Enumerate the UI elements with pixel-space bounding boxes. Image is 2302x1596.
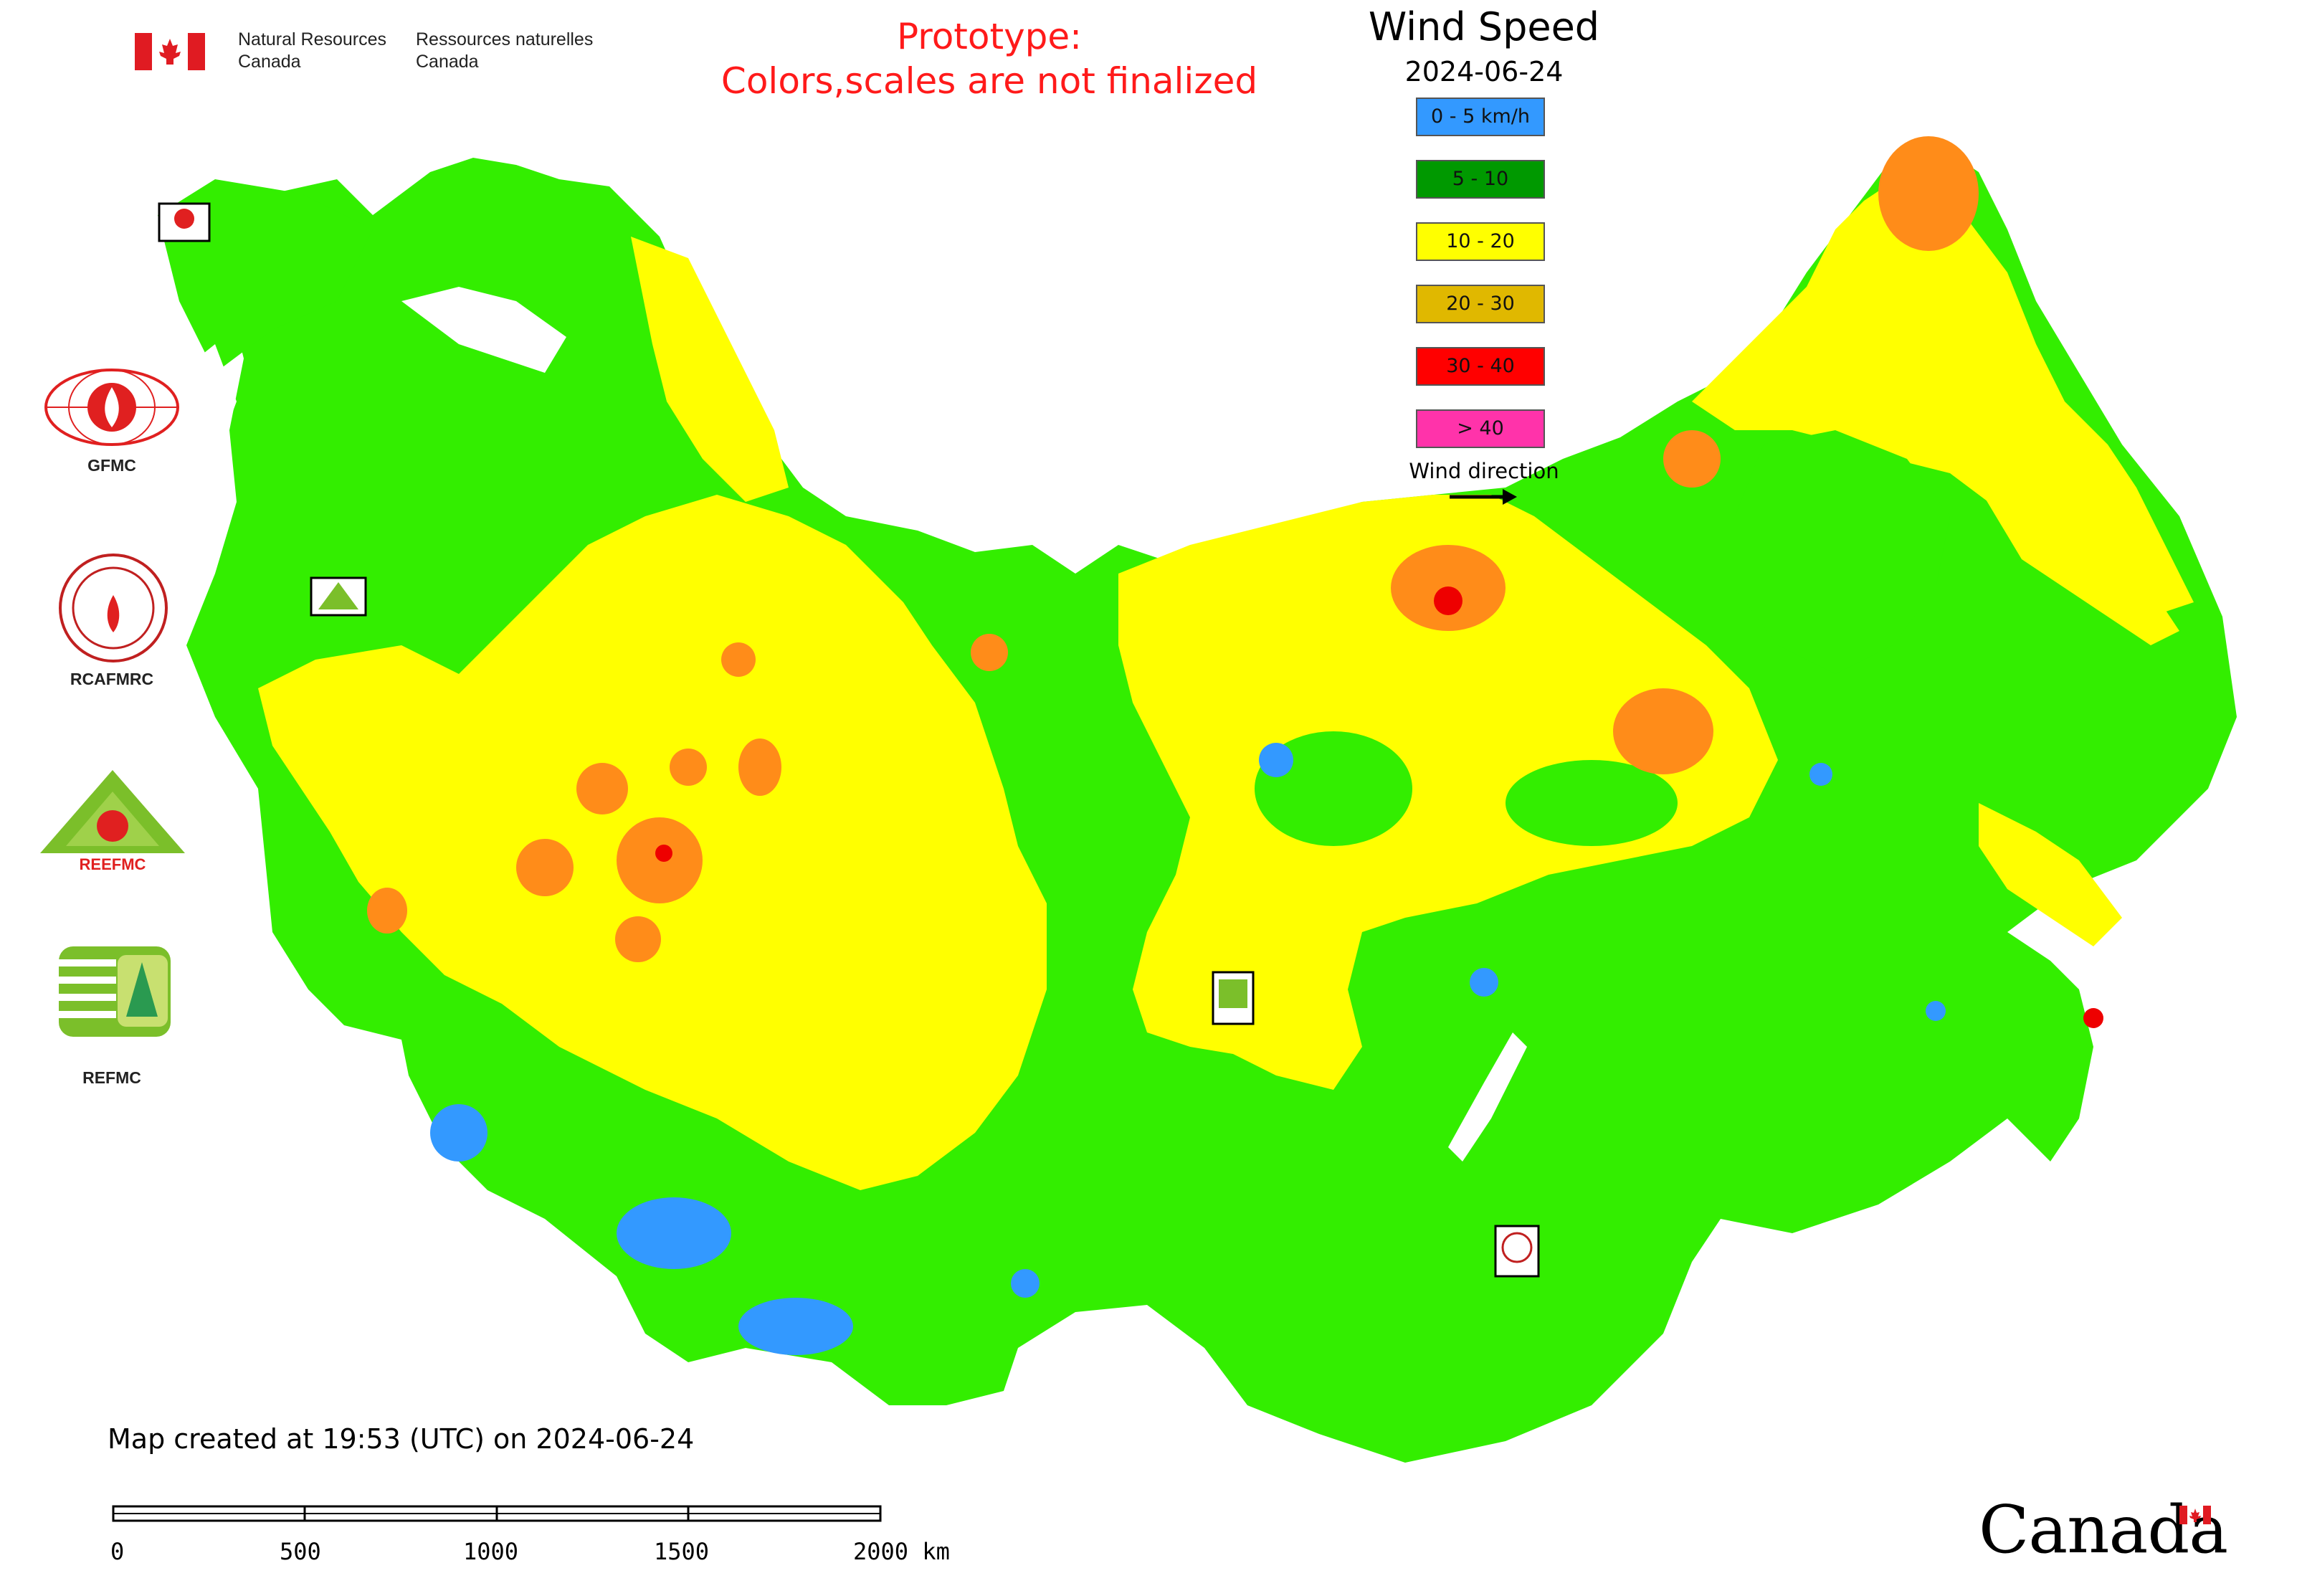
wind-direction-label: Wind direction xyxy=(1409,459,1559,483)
lake-baikal xyxy=(1448,1032,1527,1162)
orange-blob-4 xyxy=(1663,430,1721,488)
canada-flag-icon xyxy=(135,33,205,70)
prototype-notice: Prototype: Colors,scales are not finaliz… xyxy=(602,14,1376,103)
red-spot-2 xyxy=(655,845,672,862)
yellow-north xyxy=(1118,495,1778,1090)
dept-en-line1: Natural Resources xyxy=(238,29,387,49)
scale-bar: 0 500 1000 1500 2000 km xyxy=(110,1505,950,1565)
green-patch-yakutia xyxy=(1735,430,1950,674)
dept-name-en: Natural Resources Canada xyxy=(238,29,424,73)
canada-wordmark: Canada xyxy=(1979,1491,2228,1568)
reefmc-logo-icon: REEFMC xyxy=(40,770,185,873)
scale-label-1500: 1500 xyxy=(654,1538,709,1565)
scale-label-2000: 2000 km xyxy=(853,1538,950,1565)
orange-blob-11 xyxy=(615,916,661,962)
orange-blob-8 xyxy=(738,738,781,796)
red-spot-1 xyxy=(1434,586,1462,615)
legend-item-20-30: 20 - 30 xyxy=(1416,285,1545,323)
legend-label: 30 - 40 xyxy=(1446,355,1515,377)
wordmark-flag-icon xyxy=(2179,1506,2211,1524)
scale-label-1000: 1000 xyxy=(463,1538,518,1565)
scale-label-0: 0 xyxy=(110,1538,124,1565)
blue-blob-caspian xyxy=(617,1197,731,1269)
legend-label: 5 - 10 xyxy=(1452,168,1509,190)
dept-en-line2: Canada xyxy=(238,52,301,72)
red-spot-3 xyxy=(2083,1008,2103,1028)
orange-blob-7 xyxy=(576,763,628,814)
yellow-kola xyxy=(631,237,789,502)
dept-name-fr: Ressources naturelles Canada xyxy=(416,29,602,73)
refmc-label: REFMC xyxy=(82,1068,141,1087)
legend-label: 20 - 30 xyxy=(1446,293,1515,315)
map-title: Wind Speed xyxy=(1368,4,1600,49)
legend-item-5-10: 5 - 10 xyxy=(1416,160,1545,199)
blue-spot-1 xyxy=(1259,743,1293,777)
canada-wordmark-text: Canada xyxy=(1979,1491,2228,1568)
map-created-text: Map created at 19:53 (UTC) on 2024-06-24 xyxy=(108,1423,695,1455)
legend-label: 10 - 20 xyxy=(1446,230,1515,252)
prototype-line1: Prototype: xyxy=(896,16,1083,57)
landmass-scandinavia xyxy=(158,179,373,373)
reefmc-logo-text: REEFMC xyxy=(80,855,146,873)
orange-blob-3 xyxy=(1878,136,1979,251)
yellow-kamchatka xyxy=(1979,473,2179,645)
gfmc-logo-icon xyxy=(44,369,179,446)
map-date: 2024-06-24 xyxy=(1404,56,1564,87)
blue-spot-5 xyxy=(1926,1001,1946,1021)
refmc-logo-icon xyxy=(59,946,171,1037)
orange-blob-6 xyxy=(516,839,574,896)
legend-item-over-40: > 40 xyxy=(1416,409,1545,448)
scale-label-500: 500 xyxy=(280,1538,321,1565)
blue-blob-aral xyxy=(738,1298,853,1355)
blue-spot-4 xyxy=(1809,763,1832,786)
blue-blob-black xyxy=(430,1104,487,1162)
legend-label: 0 - 5 km/h xyxy=(1431,105,1530,128)
blue-spot-3 xyxy=(1011,1269,1040,1298)
orange-blob-10 xyxy=(367,888,407,934)
yellow-okhotsk xyxy=(1979,803,2122,946)
orange-blob-12 xyxy=(971,634,1008,671)
orange-blob-9 xyxy=(670,749,707,786)
rcafmrc-logo-icon xyxy=(59,554,168,662)
rcafmrc-label: RCAFMRC xyxy=(70,670,154,688)
dept-fr-line2: Canada xyxy=(416,52,479,72)
green-patch-taimyr xyxy=(1255,731,1412,846)
orange-blob-13 xyxy=(721,642,756,677)
white-sea xyxy=(401,287,566,373)
gfmc-label: GFMC xyxy=(87,456,136,475)
dept-fr-line1: Ressources naturelles xyxy=(416,29,594,49)
legend-item-10-20: 10 - 20 xyxy=(1416,222,1545,261)
nrcan-signature: Natural Resources Canada Ressources natu… xyxy=(135,29,637,79)
prototype-line2: Colors,scales are not finalized xyxy=(720,60,1258,102)
orange-blob-2 xyxy=(1613,688,1713,774)
legend-item-0-5: 0 - 5 km/h xyxy=(1416,98,1545,136)
legend-label: > 40 xyxy=(1457,417,1504,440)
legend-item-30-40: 30 - 40 xyxy=(1416,347,1545,386)
blue-spot-2 xyxy=(1470,968,1498,997)
wind-direction-arrow-icon xyxy=(1450,489,1517,505)
green-patch-east xyxy=(1506,760,1678,846)
baltic-sea xyxy=(179,344,237,459)
